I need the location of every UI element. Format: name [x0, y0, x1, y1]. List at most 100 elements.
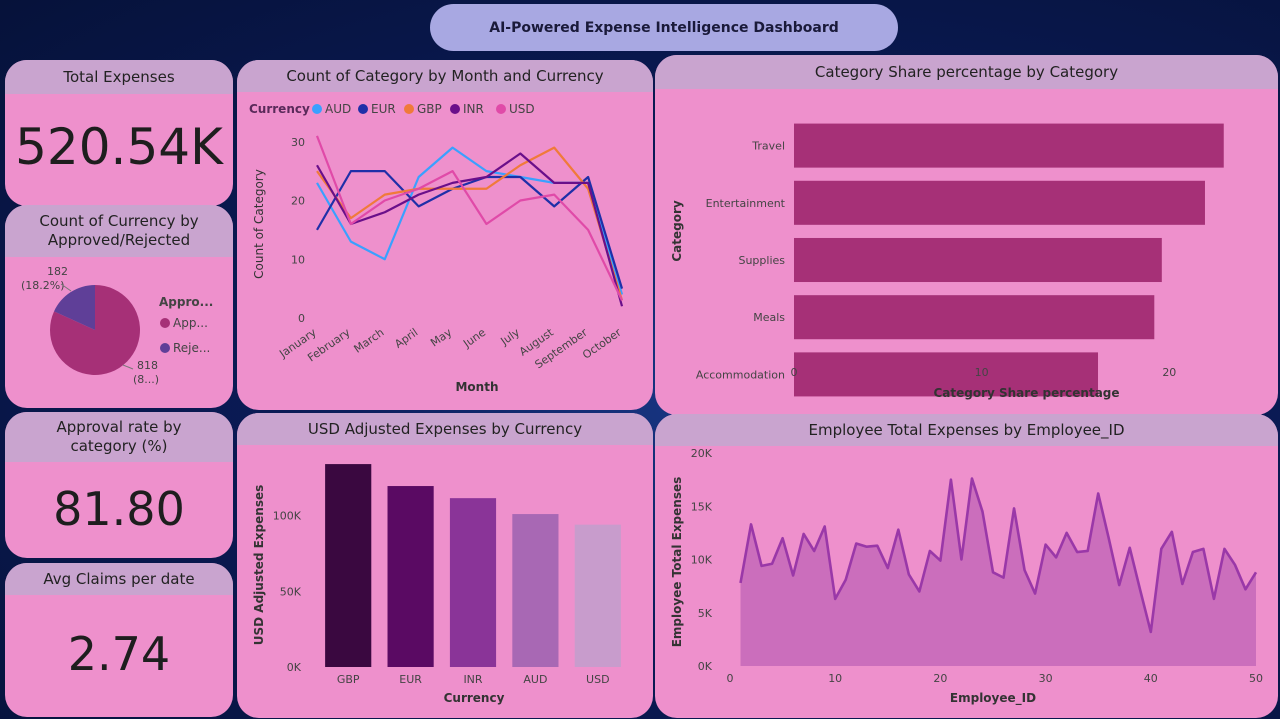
x-axis-title: Month	[455, 380, 498, 394]
series-line-aud	[316, 146, 624, 295]
pie-title: Count of Currency by Approved/Rejected	[5, 205, 233, 257]
y-tick-label: 20	[291, 195, 305, 208]
category-share-card: Category Share percentage by Category Tr…	[655, 55, 1278, 415]
avg-claims-card: Avg Claims per date 2.74	[5, 563, 233, 717]
approval-rate-value: 81.80	[53, 482, 185, 536]
legend-label-gbp: GBP	[417, 102, 442, 116]
pie-slice-rejected	[54, 285, 95, 330]
y-axis-title: Employee Total Expenses	[670, 477, 684, 648]
bar-usd	[574, 524, 621, 667]
x-tick-label: 10	[975, 366, 989, 379]
y-axis-title: USD Adjusted Expenses	[252, 485, 266, 645]
legend-label-inr: INR	[463, 102, 484, 116]
legend-label-usd: USD	[509, 102, 535, 116]
x-tick-label: INR	[463, 673, 482, 686]
bar-aud	[512, 514, 559, 667]
series-line-gbp	[316, 146, 624, 301]
legend-marker-gbp	[404, 104, 414, 114]
y-tick-label: 0K	[698, 660, 713, 673]
leader-line-approved	[122, 364, 134, 370]
line-legend-title: Currency	[249, 102, 310, 116]
usd-expenses-card: USD Adjusted Expenses by Currency GBP EUR…	[237, 413, 653, 718]
y-axis-title: Count of Category	[252, 169, 266, 279]
employee-expenses-chart: 0K 5K 10K 15K 20K 0 10 20 30 40 50 Employee_ID Emplo…	[670, 447, 1263, 706]
area-fill	[740, 478, 1256, 666]
legend-marker-eur	[358, 104, 368, 114]
series-line-eur	[316, 170, 624, 289]
employee-expenses-title: Employee Total Expenses by Employee_ID	[655, 414, 1278, 446]
series-line-usd	[315, 135, 623, 301]
legend-label-aud: AUD	[325, 102, 351, 116]
leader-line-rejected	[60, 283, 72, 292]
x-tick-label: EUR	[399, 673, 422, 686]
legend-title: Appro...	[159, 295, 213, 309]
total-expenses-card: Total Expenses 520.54K	[5, 60, 233, 206]
y-axis-title: Category	[670, 200, 684, 262]
bar-eur	[387, 486, 434, 667]
bar-accommodation	[794, 352, 1099, 397]
x-tick-label: 0	[791, 366, 798, 379]
area-line	[739, 477, 1258, 634]
slice-label-approved: 818	[137, 359, 158, 372]
y-tick-label: 0K	[287, 661, 302, 674]
y-tick-label: Meals	[753, 311, 785, 324]
total-expenses-label: Total Expenses	[5, 60, 233, 94]
bar-supplies	[794, 237, 1162, 283]
y-tick-label: Entertainment	[706, 197, 786, 210]
line-chart-card: Count of Category by Month and Currency …	[237, 60, 653, 410]
bar-meals	[794, 295, 1155, 340]
x-tick-label: March	[352, 326, 387, 356]
y-tick-label: 5K	[698, 607, 713, 620]
bar-entertainment	[794, 180, 1205, 225]
y-tick-label: 0	[298, 312, 305, 325]
x-axis-title: Category Share percentage	[933, 386, 1119, 400]
bar-travel	[794, 123, 1224, 168]
y-tick-label: Accommodation	[696, 368, 785, 381]
y-tick-label: Supplies	[738, 254, 785, 267]
legend-label-eur: EUR	[371, 102, 396, 116]
pie-card: Count of Currency by Approved/Rejected A…	[5, 205, 233, 408]
legend-marker-aud	[312, 104, 322, 114]
y-tick-label: 10	[291, 253, 305, 266]
pie-chart: Appro... App... Reje... 182 (18.2%) 818 …	[21, 265, 213, 386]
avg-claims-label: Avg Claims per date	[5, 563, 233, 595]
y-tick-label: Travel	[751, 140, 785, 153]
dashboard-title: AI-Powered Expense Intelligence Dashboar…	[430, 4, 898, 51]
line-chart-title: Count of Category by Month and Currency	[237, 60, 653, 92]
bar-inr	[449, 498, 497, 667]
legend-marker-rejected	[160, 343, 170, 353]
category-share-chart: Travel Entertainment Supplies Meals Accommod…	[670, 123, 1224, 400]
y-tick-label: 100K	[273, 510, 302, 523]
legend-label-rejected: Reje...	[173, 341, 210, 355]
x-tick-label: July	[498, 326, 523, 349]
approval-rate-label: Approval rate by category (%)	[5, 412, 233, 462]
x-tick-label: 20	[933, 672, 947, 685]
x-tick-label: October	[580, 326, 624, 362]
line-chart: Currency AUD EUR GBP INR USD0102030JanuaryFeb…	[249, 102, 624, 394]
x-tick-label: 20	[1162, 366, 1176, 379]
x-tick-label: 50	[1249, 672, 1263, 685]
x-tick-label: May	[428, 326, 454, 350]
x-tick-label: AUD	[523, 673, 547, 686]
x-tick-label: GBP	[337, 673, 360, 686]
avg-claims-value: 2.74	[67, 627, 171, 681]
y-tick-label: 30	[291, 136, 305, 149]
x-axis-title: Employee_ID	[950, 691, 1036, 706]
legend-marker-usd	[496, 104, 506, 114]
series-line-inr	[316, 152, 624, 307]
x-tick-label: April	[392, 326, 420, 351]
total-expenses-value: 520.54K	[15, 118, 223, 176]
legend-marker-inr	[450, 104, 460, 114]
x-tick-label: 10	[828, 672, 842, 685]
x-axis-title: Currency	[444, 691, 505, 705]
slice-label-rejected: 182	[47, 265, 68, 278]
usd-expenses-chart: GBP EUR INR AUD USD 0K 50K 100K Currency USD Adju…	[252, 464, 621, 705]
employee-expenses-card: Employee Total Expenses by Employee_ID 0…	[655, 414, 1278, 718]
y-tick-label: 20K	[691, 447, 713, 460]
slice-pct-rejected: (18.2%)	[21, 279, 65, 292]
bar-gbp	[325, 464, 372, 667]
x-tick-label: 0	[727, 672, 734, 685]
usd-expenses-title: USD Adjusted Expenses by Currency	[237, 413, 653, 445]
x-tick-label: 40	[1144, 672, 1158, 685]
y-tick-label: 50K	[280, 585, 302, 598]
